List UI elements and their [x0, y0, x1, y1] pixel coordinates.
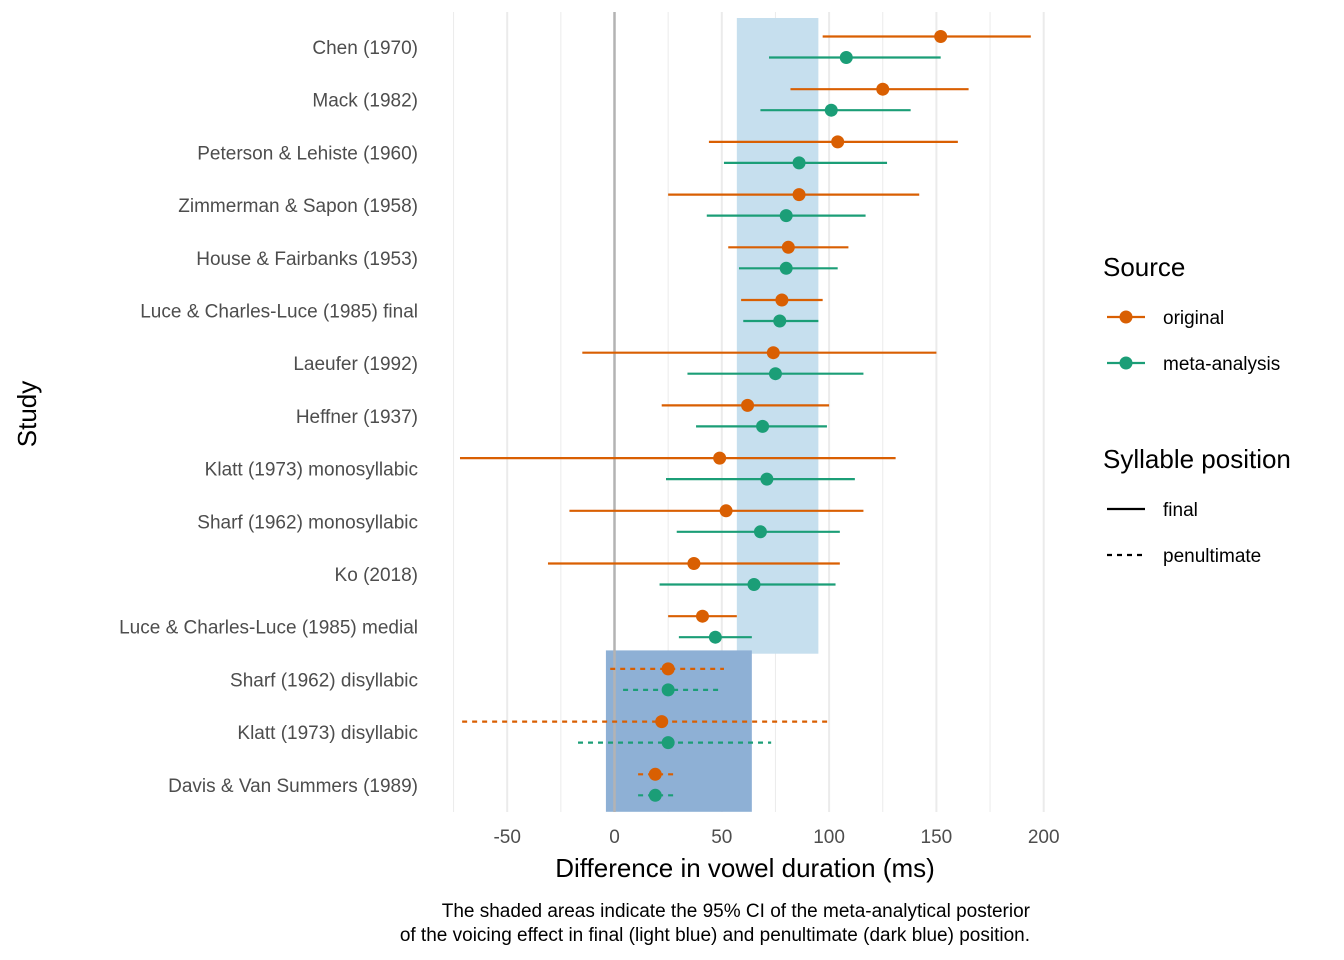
x-tick-label: 0 [609, 827, 620, 848]
caption-line-1: The shaded areas indicate the 95% CI of … [442, 901, 1031, 922]
point-estimate-meta [773, 314, 787, 328]
study-label: Mack (1982) [312, 91, 418, 112]
study-label: Klatt (1973) monosyllabic [205, 460, 418, 481]
point-estimate-original [831, 135, 845, 149]
study-label: Heffner (1937) [296, 407, 418, 428]
point-estimate-meta [747, 578, 761, 591]
legend-key-point-original [1119, 310, 1133, 324]
shaded-ci-regions [605, 18, 819, 812]
legend-label-penultimate: penultimate [1163, 546, 1261, 567]
study-label: Chen (1970) [312, 38, 418, 59]
point-estimate-original [934, 30, 948, 43]
point-estimate-original [655, 715, 669, 729]
point-estimate-meta [824, 103, 838, 117]
point-estimate-original [876, 82, 890, 96]
point-estimate-original [766, 346, 780, 360]
x-tick-label: -50 [493, 827, 520, 848]
study-label: Laeufer (1992) [293, 354, 418, 375]
legend-source-title: Source [1103, 252, 1185, 282]
legend-position-title: Syllable position [1103, 444, 1291, 474]
study-label: Peterson & Lehiste (1960) [197, 143, 418, 164]
point-estimate-meta [661, 683, 675, 697]
point-estimate-original [775, 293, 789, 307]
point-estimate-meta [661, 736, 675, 750]
study-label: Sharf (1962) monosyllabic [197, 512, 418, 533]
x-axis-title: Difference in vowel duration (ms) [555, 853, 935, 883]
point-estimate-original [687, 557, 701, 570]
point-estimate-meta [648, 788, 662, 802]
point-estimate-original [741, 398, 755, 412]
legend: Source Syllable position original meta-an… [1103, 252, 1291, 567]
study-label: Sharf (1962) disyllabic [230, 670, 418, 691]
study-label: Luce & Charles-Luce (1985) medial [119, 618, 418, 639]
x-tick-label: 100 [813, 827, 845, 848]
shaded-region-penultimate [605, 650, 752, 812]
caption-line-2: of the voicing effect in final (light bl… [400, 925, 1030, 946]
x-tick-label: 200 [1028, 827, 1060, 848]
y-axis-title: Study [12, 381, 42, 448]
study-label: Klatt (1973) disyllabic [237, 723, 418, 744]
point-estimate-original [792, 188, 806, 202]
legend-label-meta: meta-analysis [1163, 354, 1280, 375]
point-estimate-original [661, 662, 675, 676]
study-labels: Chen (1970) Mack (1982) Peterson & Lehiste… [119, 38, 418, 797]
x-tick-labels: -50 0 50 100 150 200 [493, 827, 1059, 848]
study-label: Luce & Charles-Luce (1985) final [140, 302, 418, 323]
study-label: Davis & Van Summers (1989) [168, 776, 418, 797]
point-estimate-meta [756, 419, 770, 433]
shaded-region-final [736, 18, 819, 654]
x-tick-label: 150 [921, 827, 953, 848]
point-estimate-original [719, 504, 733, 518]
point-estimate-meta [792, 156, 806, 170]
x-tick-label: 50 [711, 827, 732, 848]
point-estimate-meta [708, 630, 722, 644]
point-estimate-meta [768, 367, 782, 381]
point-estimate-meta [760, 472, 774, 486]
point-estimate-original [713, 451, 727, 465]
point-estimate-meta [779, 209, 793, 223]
study-label: House & Fairbanks (1953) [196, 249, 418, 270]
point-estimate-meta [753, 525, 767, 539]
point-estimate-original [781, 240, 795, 254]
legend-label-original: original [1163, 308, 1224, 329]
point-estimate-original [695, 609, 709, 623]
legend-key-point-meta [1119, 356, 1133, 370]
point-estimate-meta [779, 261, 793, 275]
study-label: Ko (2018) [335, 565, 418, 586]
point-estimate-meta [839, 51, 853, 64]
legend-label-final: final [1163, 500, 1198, 521]
study-label: Zimmerman & Sapon (1958) [178, 196, 418, 217]
point-estimates [648, 30, 948, 802]
point-estimate-original [648, 767, 662, 781]
